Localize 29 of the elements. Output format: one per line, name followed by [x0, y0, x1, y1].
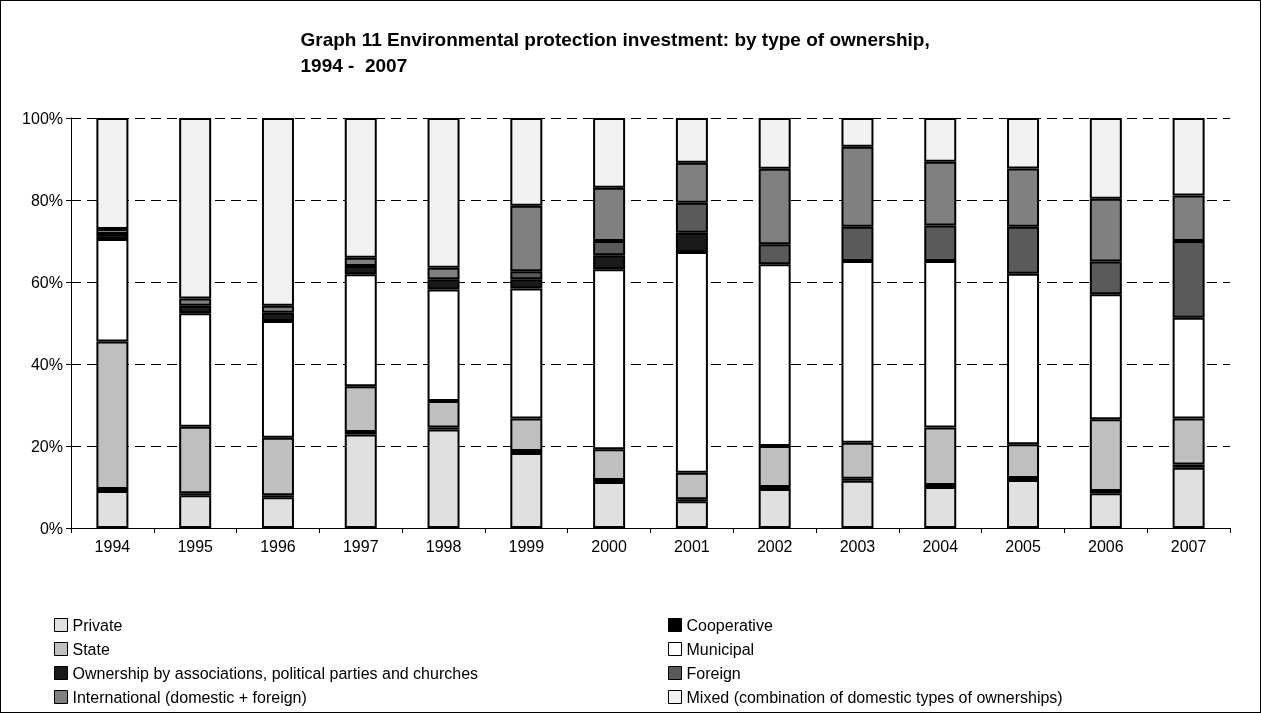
y-tick-label: 60%	[30, 273, 63, 291]
x-tick-label: 2005	[1005, 537, 1041, 555]
x-tick-label: 1994	[94, 537, 131, 555]
legend-label: Foreign	[686, 664, 741, 682]
x-tick-label: 2000	[591, 537, 628, 555]
x-tick-label: 2002	[756, 537, 793, 555]
x-tick-label: 1999	[508, 537, 545, 555]
legend-label: Mixed (combination of domestic types of ownerships)	[686, 688, 1063, 706]
y-tick-label: 80%	[30, 191, 63, 209]
legend-label: Ownership by associations, political parties and churches	[72, 664, 479, 682]
legend-label: Cooperative	[686, 616, 773, 634]
chart-title: Graph 11 Environmental protection investment: by type of ownership, 1994 - 2007	[300, 28, 935, 76]
legend-label: International (domestic + foreign)	[72, 688, 307, 706]
y-tick-label: 0%	[39, 519, 63, 537]
y-tick-label: 100%	[22, 109, 63, 127]
x-tick-label: 2003	[839, 537, 876, 555]
legend-label: Private	[72, 616, 123, 634]
x-tick-label: 2001	[674, 537, 710, 555]
x-tick-label: 1997	[342, 537, 379, 555]
x-tick-label: 1995	[177, 537, 214, 555]
legend-label: State	[72, 640, 110, 658]
x-tick-label: 1998	[425, 537, 462, 555]
x-tick-label: 2007	[1170, 537, 1207, 555]
y-tick-label: 20%	[30, 437, 63, 455]
x-tick-label: 1996	[260, 537, 296, 555]
legend-label: Municipal	[686, 640, 755, 658]
x-tick-label: 2006	[1088, 537, 1124, 555]
y-tick-label: 40%	[30, 355, 63, 373]
x-tick-label: 2004	[922, 537, 959, 555]
